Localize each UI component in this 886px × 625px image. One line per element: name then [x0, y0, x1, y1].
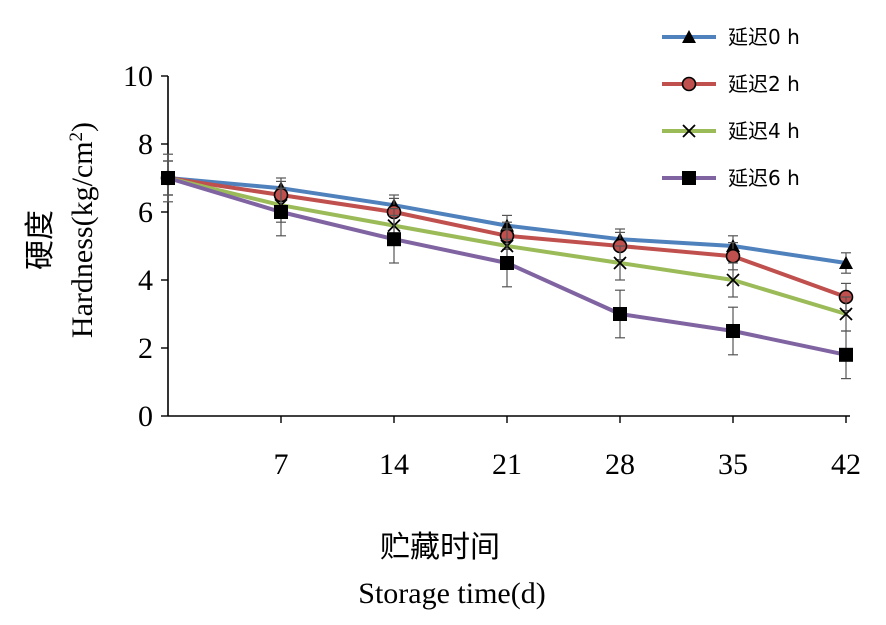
- x-tick-label: 28: [605, 448, 635, 481]
- data-point-cross: [726, 273, 740, 287]
- legend-marker: [682, 124, 696, 138]
- y-tick-label: 0: [138, 400, 153, 433]
- y-tick-label: 6: [138, 196, 153, 229]
- legend-marker: [681, 76, 697, 92]
- y-axis-title-main: Hardness(kg/cm: [66, 141, 99, 338]
- legend-marker: [682, 30, 696, 43]
- legend-marker: [682, 171, 696, 185]
- data-point-circle: [725, 248, 741, 264]
- legend-item: 延迟6 h: [662, 166, 800, 190]
- data-point-cross: [839, 307, 853, 321]
- series-layer: [160, 153, 854, 380]
- series-3: [161, 153, 853, 380]
- data-point-square: [613, 307, 627, 321]
- y-axis-title-chinese: 硬度: [24, 210, 57, 270]
- legend-item: 延迟4 h: [662, 119, 800, 143]
- y-axis-title-superscript: 2: [66, 132, 87, 142]
- x-axis-ticks: 7 14 21 28 35 42: [274, 416, 861, 481]
- data-point-square: [161, 171, 175, 185]
- y-axis-ticks: 0 2 4 6 8 10: [123, 60, 168, 433]
- y-tick-label: 10: [123, 60, 153, 93]
- legend-label: 延迟4 h: [728, 119, 800, 143]
- y-tick-label: 8: [138, 128, 153, 161]
- data-point-square: [274, 205, 288, 219]
- x-tick-label: 35: [718, 448, 748, 481]
- legend-label: 延迟2 h: [728, 72, 800, 96]
- x-tick-label: 14: [379, 448, 409, 481]
- legend-item: 延迟2 h: [662, 72, 800, 96]
- y-tick-label: 4: [138, 264, 153, 297]
- data-point-square: [500, 256, 514, 270]
- x-tick-label: 21: [492, 448, 522, 481]
- y-axis-title-close: ): [66, 122, 99, 132]
- x-tick-label: 7: [274, 448, 289, 481]
- x-axis-title-chinese: 贮藏时间: [380, 531, 500, 564]
- x-tick-label: 42: [831, 448, 861, 481]
- y-axis-title-english: Hardness(kg/cm2): [66, 122, 100, 338]
- data-point-square: [387, 232, 401, 247]
- legend: 延迟0 h 延迟2 h 延迟4 h 延迟6 h: [662, 25, 800, 190]
- data-point-square: [839, 347, 853, 362]
- y-tick-label: 2: [138, 332, 153, 365]
- legend-label: 延迟0 h: [728, 25, 800, 49]
- data-point-triangle: [839, 256, 853, 269]
- legend-label: 延迟6 h: [728, 166, 800, 190]
- legend-item: 延迟0 h: [662, 25, 800, 49]
- data-point-square: [726, 324, 740, 338]
- data-point-cross: [613, 256, 627, 270]
- x-axis-title-english: Storage time(d): [358, 577, 545, 610]
